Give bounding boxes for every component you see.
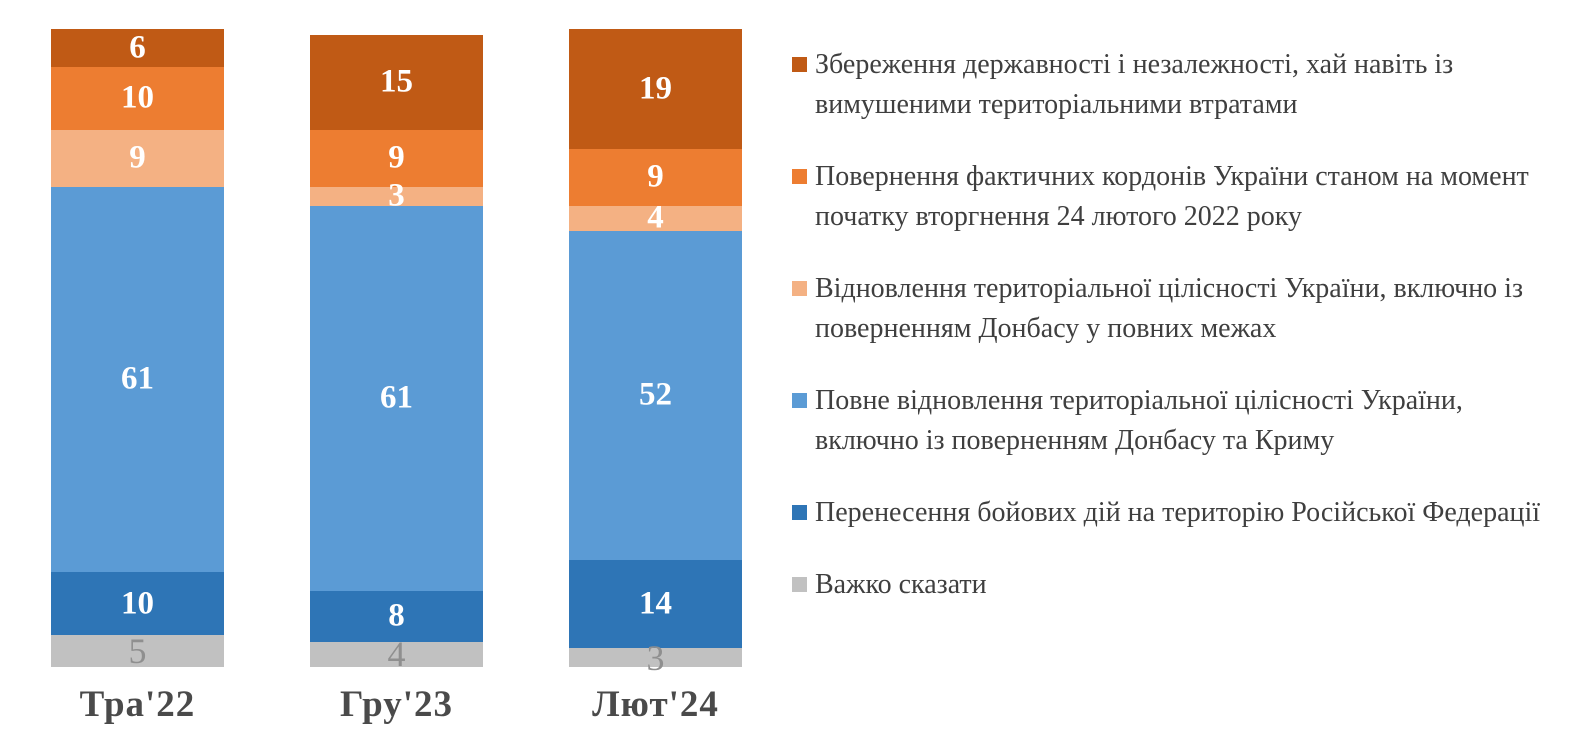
bar-segment: 6 [51,28,224,67]
segment-value-label: 4 [647,199,664,236]
segment-value-label: 9 [647,158,664,195]
bars-area: 6 10 9 61 10 5 Тра'22 15 9 3 61 8 4 Гру'23 19 9 4 52 14 3 Лю… [51,0,742,742]
bar-segment: 4 [569,201,742,234]
segment-value-label: 15 [380,63,413,100]
bar-segment: 14 [569,559,742,649]
bar-segment: 52 [569,230,742,560]
legend-item: Повернення фактичних кордонів України ст… [792,157,1552,237]
segment-value-label: 61 [380,379,413,416]
segment-value-label: 10 [121,79,154,116]
legend-label: Повернення фактичних кордонів України ст… [815,161,1529,232]
x-axis-category-label: Гру'23 [339,684,454,725]
x-axis-category-label: Лют'24 [592,684,719,725]
legend-label: Важко сказати [815,569,987,600]
bar-segment: 61 [310,205,483,592]
legend-item: Повне відновлення територіальної цілісно… [792,381,1552,461]
segment-value-label: 61 [121,360,154,397]
segment-value-label: 9 [388,139,405,176]
bar-segment: 9 [569,148,742,206]
bar-stack: 15 9 3 61 8 4 [310,0,483,672]
segment-value-label: 10 [121,585,154,622]
bar-segment: 61 [51,186,224,573]
bar-segment: 3 [310,179,483,212]
legend-item: Важко сказати [792,565,1552,605]
segment-value-label: 8 [388,597,405,634]
legend-item: Перенесення бойових дій на територію Рос… [792,493,1552,533]
legend-swatch-icon [792,169,807,184]
segment-value-label: 19 [639,70,672,107]
bar-segment: 10 [51,66,224,130]
bar-column: 15 9 3 61 8 4 Гру'23 [310,0,483,742]
bar-segment: 19 [569,28,742,149]
legend-item: Відновлення територіальної цілісності Ук… [792,269,1552,349]
bar-segment: 9 [310,129,483,187]
bar-stack: 6 10 9 61 10 5 [51,0,224,672]
legend-swatch-icon [792,281,807,296]
legend-label: Перенесення бойових дій на територію Рос… [815,497,1541,528]
bar-segment: 3 [569,640,742,676]
legend-item: Збереження державності і незалежності, х… [792,45,1552,125]
bar-segment: 8 [310,591,483,642]
segment-value-label: 9 [129,139,146,176]
legend-label: Повне відновлення територіальної цілісно… [815,385,1463,456]
bar-column: 6 10 9 61 10 5 Тра'22 [51,0,224,742]
legend-swatch-icon [792,577,807,592]
segment-value-label: 6 [129,29,146,66]
legend-label: Відновлення територіальної цілісності Ук… [815,273,1524,344]
bar-segment: 4 [310,636,483,672]
legend-swatch-icon [792,505,807,520]
legend-swatch-icon [792,57,807,72]
bar-stack: 19 9 4 52 14 3 [569,0,742,676]
x-axis-category-label: Тра'22 [79,684,196,725]
bar-segment: 15 [310,35,483,130]
bar-segment: 5 [51,631,224,672]
bar-column: 19 9 4 52 14 3 Лют'24 [569,0,742,742]
segment-value-label: 4 [387,634,406,675]
legend-swatch-icon [792,393,807,408]
segment-value-label: 14 [639,585,672,622]
legend-label: Збереження державності і незалежності, х… [815,49,1454,120]
bar-segment: 9 [51,129,224,187]
segment-value-label: 52 [639,376,672,413]
chart-legend: Збереження державності і незалежності, х… [792,45,1552,637]
segment-value-label: 5 [128,631,147,672]
bar-segment: 10 [51,572,224,636]
